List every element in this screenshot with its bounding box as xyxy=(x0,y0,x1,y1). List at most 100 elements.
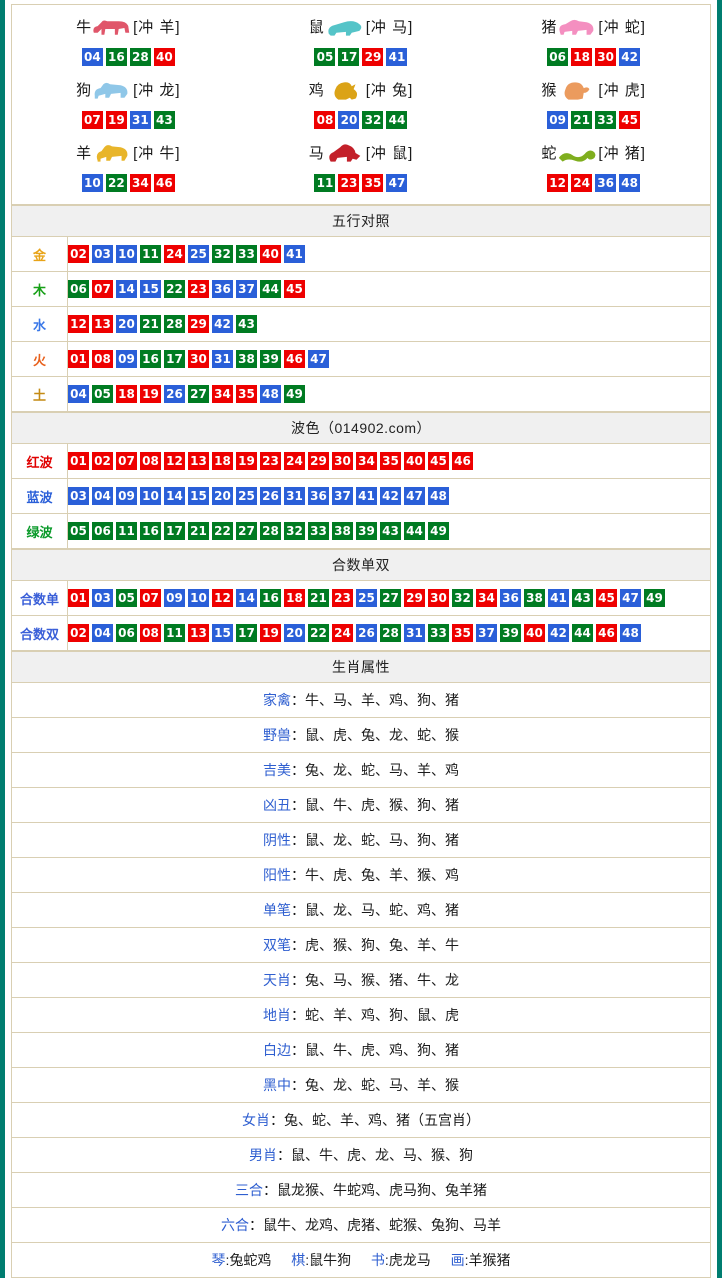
zodiac-number[interactable]: 28 xyxy=(129,48,151,66)
wuxing-number[interactable]: 05 xyxy=(92,385,113,403)
bose-number[interactable]: 11 xyxy=(116,522,137,540)
zodiac-number[interactable]: 43 xyxy=(153,111,175,129)
zodiac-number[interactable]: 05 xyxy=(314,48,336,66)
wuxing-number[interactable]: 25 xyxy=(188,245,209,263)
wuxing-number[interactable]: 02 xyxy=(68,245,89,263)
zodiac-number[interactable]: 33 xyxy=(595,111,617,129)
wuxing-number[interactable]: 17 xyxy=(164,350,185,368)
bose-number[interactable]: 30 xyxy=(332,452,353,470)
bose-number[interactable]: 33 xyxy=(308,522,329,540)
heshu-number[interactable]: 35 xyxy=(452,624,473,642)
bose-number[interactable]: 14 xyxy=(164,487,185,505)
bose-number[interactable]: 41 xyxy=(356,487,377,505)
heshu-number[interactable]: 26 xyxy=(356,624,377,642)
bose-number[interactable]: 24 xyxy=(284,452,305,470)
zodiac-cell[interactable]: 牛 [冲 羊] 04 16 28 40 xyxy=(12,9,245,72)
wuxing-number[interactable]: 34 xyxy=(212,385,233,403)
heshu-number[interactable]: 42 xyxy=(548,624,569,642)
wuxing-number[interactable]: 04 xyxy=(68,385,89,403)
heshu-number[interactable]: 13 xyxy=(188,624,209,642)
heshu-number[interactable]: 10 xyxy=(188,589,209,607)
wuxing-number[interactable]: 03 xyxy=(92,245,113,263)
zodiac-number[interactable]: 29 xyxy=(362,48,384,66)
wuxing-number[interactable]: 47 xyxy=(308,350,329,368)
bose-number[interactable]: 12 xyxy=(164,452,185,470)
heshu-number[interactable]: 49 xyxy=(644,589,665,607)
wuxing-number[interactable]: 13 xyxy=(92,315,113,333)
heshu-number[interactable]: 15 xyxy=(212,624,233,642)
zodiac-number[interactable]: 18 xyxy=(571,48,593,66)
wuxing-number[interactable]: 31 xyxy=(212,350,233,368)
zodiac-cell[interactable]: 马 [冲 鼠] 11 23 35 47 xyxy=(245,135,478,198)
bose-number[interactable]: 03 xyxy=(68,487,89,505)
heshu-number[interactable]: 46 xyxy=(596,624,617,642)
heshu-number[interactable]: 37 xyxy=(476,624,497,642)
bose-number[interactable]: 28 xyxy=(260,522,281,540)
bose-number[interactable]: 39 xyxy=(356,522,377,540)
zodiac-number[interactable]: 31 xyxy=(129,111,151,129)
wuxing-number[interactable]: 24 xyxy=(164,245,185,263)
zodiac-number[interactable]: 45 xyxy=(619,111,641,129)
zodiac-cell[interactable]: 鼠 [冲 马] 05 17 29 41 xyxy=(245,9,478,72)
wuxing-number[interactable]: 07 xyxy=(92,280,113,298)
heshu-number[interactable]: 34 xyxy=(476,589,497,607)
heshu-number[interactable]: 05 xyxy=(116,589,137,607)
bose-number[interactable]: 18 xyxy=(212,452,233,470)
wuxing-number[interactable]: 39 xyxy=(260,350,281,368)
zodiac-number[interactable]: 06 xyxy=(547,48,569,66)
heshu-number[interactable]: 29 xyxy=(404,589,425,607)
heshu-number[interactable]: 11 xyxy=(164,624,185,642)
wuxing-number[interactable]: 28 xyxy=(164,315,185,333)
heshu-number[interactable]: 16 xyxy=(260,589,281,607)
bose-number[interactable]: 48 xyxy=(428,487,449,505)
wuxing-number[interactable]: 12 xyxy=(68,315,89,333)
zodiac-number[interactable]: 17 xyxy=(338,48,360,66)
zodiac-number[interactable]: 48 xyxy=(619,174,641,192)
bose-number[interactable]: 38 xyxy=(332,522,353,540)
bose-number[interactable]: 09 xyxy=(116,487,137,505)
bose-number[interactable]: 02 xyxy=(92,452,113,470)
wuxing-number[interactable]: 35 xyxy=(236,385,257,403)
heshu-number[interactable]: 07 xyxy=(140,589,161,607)
wuxing-number[interactable]: 15 xyxy=(140,280,161,298)
heshu-number[interactable]: 21 xyxy=(308,589,329,607)
wuxing-number[interactable]: 30 xyxy=(188,350,209,368)
heshu-number[interactable]: 30 xyxy=(428,589,449,607)
bose-number[interactable]: 47 xyxy=(404,487,425,505)
heshu-number[interactable]: 32 xyxy=(452,589,473,607)
zodiac-number[interactable]: 10 xyxy=(81,174,103,192)
zodiac-number[interactable]: 07 xyxy=(81,111,103,129)
zodiac-number[interactable]: 22 xyxy=(105,174,127,192)
bose-number[interactable]: 04 xyxy=(92,487,113,505)
bose-number[interactable]: 34 xyxy=(356,452,377,470)
wuxing-number[interactable]: 23 xyxy=(188,280,209,298)
zodiac-cell[interactable]: 狗 [冲 龙] 07 19 31 43 xyxy=(12,72,245,135)
bose-number[interactable]: 27 xyxy=(236,522,257,540)
wuxing-number[interactable]: 26 xyxy=(164,385,185,403)
heshu-number[interactable]: 03 xyxy=(92,589,113,607)
heshu-number[interactable]: 06 xyxy=(116,624,137,642)
wuxing-number[interactable]: 11 xyxy=(140,245,161,263)
wuxing-number[interactable]: 01 xyxy=(68,350,89,368)
heshu-number[interactable]: 25 xyxy=(356,589,377,607)
bose-number[interactable]: 44 xyxy=(404,522,425,540)
zodiac-number[interactable]: 34 xyxy=(129,174,151,192)
wuxing-number[interactable]: 20 xyxy=(116,315,137,333)
heshu-number[interactable]: 47 xyxy=(620,589,641,607)
zodiac-cell[interactable]: 羊 [冲 牛] 10 22 34 46 xyxy=(12,135,245,198)
wuxing-number[interactable]: 06 xyxy=(68,280,89,298)
wuxing-number[interactable]: 49 xyxy=(284,385,305,403)
bose-number[interactable]: 23 xyxy=(260,452,281,470)
heshu-number[interactable]: 18 xyxy=(284,589,305,607)
zodiac-number[interactable]: 40 xyxy=(153,48,175,66)
bose-number[interactable]: 29 xyxy=(308,452,329,470)
zodiac-number[interactable]: 12 xyxy=(547,174,569,192)
bose-number[interactable]: 16 xyxy=(140,522,161,540)
heshu-number[interactable]: 31 xyxy=(404,624,425,642)
heshu-number[interactable]: 48 xyxy=(620,624,641,642)
wuxing-number[interactable]: 22 xyxy=(164,280,185,298)
zodiac-cell[interactable]: 猴 [冲 虎] 09 21 33 45 xyxy=(477,72,710,135)
bose-number[interactable]: 35 xyxy=(380,452,401,470)
zodiac-number[interactable]: 09 xyxy=(547,111,569,129)
wuxing-number[interactable]: 10 xyxy=(116,245,137,263)
